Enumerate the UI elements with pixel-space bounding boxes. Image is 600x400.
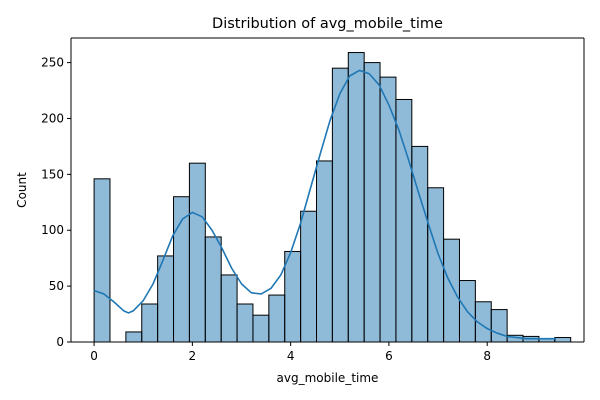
- histogram-bar: [284, 250, 302, 343]
- histogram-bar: [316, 160, 333, 343]
- histogram-bar: [443, 238, 460, 343]
- histogram-bar: [554, 337, 572, 343]
- y-tick-label: 50: [49, 279, 64, 293]
- y-tick-label: 0: [56, 335, 64, 349]
- x-tick-label: 4: [287, 349, 295, 363]
- y-tick-label: 250: [41, 56, 64, 70]
- histogram-bar: [220, 274, 238, 343]
- x-axis-title: avg_mobile_time: [277, 371, 379, 385]
- y-tick-label: 150: [41, 167, 64, 181]
- x-tick-label: 0: [90, 349, 98, 363]
- histogram-bar: [93, 178, 111, 343]
- histogram-bar: [125, 331, 143, 343]
- x-tick-label: 6: [385, 349, 393, 363]
- histogram-bar: [395, 98, 413, 343]
- histogram-bar: [490, 309, 508, 343]
- histogram-bar: [347, 52, 365, 343]
- histogram-bar: [427, 187, 445, 343]
- kde-curve: [93, 69, 556, 340]
- histogram-bar: [363, 62, 381, 343]
- y-tick-label: 100: [41, 223, 64, 237]
- axes: [70, 37, 585, 343]
- y-tick-label: 200: [41, 111, 64, 125]
- histogram-bar: [300, 210, 318, 343]
- histogram-bar: [173, 196, 190, 343]
- ticks: 0 2 4 6 8 0 50 100 150 200 250: [41, 56, 491, 363]
- x-tick-label: 8: [483, 349, 491, 363]
- histogram-bars: [93, 52, 572, 343]
- histogram-bar: [268, 294, 286, 343]
- histogram-bar: [204, 236, 222, 343]
- histogram-bar: [236, 303, 254, 343]
- y-axis-title: Count: [15, 172, 29, 208]
- histogram-bar: [188, 162, 206, 343]
- chart-title: Distribution of avg_mobile_time: [212, 16, 443, 32]
- kde-curve-layer: [93, 69, 556, 340]
- histogram-bar: [141, 303, 159, 343]
- histogram-bar: [252, 314, 270, 343]
- x-tick-label: 2: [189, 349, 197, 363]
